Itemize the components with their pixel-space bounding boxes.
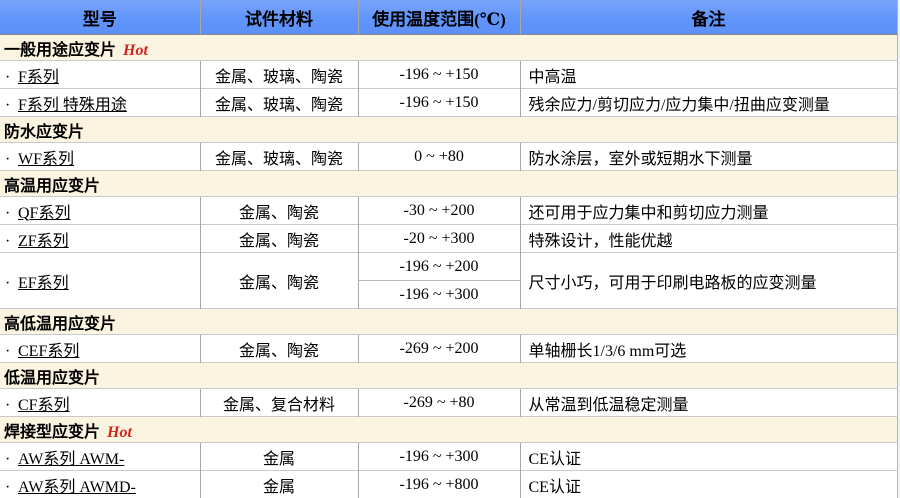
model-cell: ·WF系列 xyxy=(0,143,200,171)
remark-cell: 残余应力/剪切应力/应力集中/扭曲应变测量 xyxy=(520,89,897,117)
section-row-weldable: 焊接型应变片 Hot xyxy=(0,417,897,443)
bullet-dot: · xyxy=(5,97,18,115)
model-cell: ·F系列 特殊用途 xyxy=(0,89,200,117)
material-cell: 金属 xyxy=(200,443,358,471)
remark-cell: 防水涂层，室外或短期水下测量 xyxy=(520,143,897,171)
section-row-high-low-temp: 高低温用应变片 xyxy=(0,309,897,335)
temp-cell: -196 ~ +800 xyxy=(358,471,520,498)
model-link-cf-series[interactable]: CF系列 xyxy=(18,397,70,414)
model-link-qf-series[interactable]: QF系列 xyxy=(18,205,70,222)
remark-cell: 还可用于应力集中和剪切应力测量 xyxy=(520,197,897,225)
model-link-f-series-special[interactable]: F系列 特殊用途 xyxy=(18,97,127,114)
temp-cell: -30 ~ +200 xyxy=(358,197,520,225)
bullet-dot: · xyxy=(5,275,18,293)
material-cell: 金属、玻璃、陶瓷 xyxy=(200,61,358,89)
model-link-aw-series-awm[interactable]: AW系列 AWM- xyxy=(18,451,124,468)
remark-cell: 单轴栅长1/3/6 mm可选 xyxy=(520,335,897,363)
col-header-material: 试件材料 xyxy=(200,0,358,35)
temp-cell: -196 ~ +300 xyxy=(358,281,520,309)
table-row: ·EF系列 金属、陶瓷 -196 ~ +200 尺寸小巧，可用于印刷电路板的应变… xyxy=(0,253,897,281)
model-link-wf-series[interactable]: WF系列 xyxy=(18,151,74,168)
section-label: 低温用应变片 xyxy=(4,370,100,387)
model-cell: ·QF系列 xyxy=(0,197,200,225)
temp-cell: -196 ~ +150 xyxy=(358,61,520,89)
table-row: ·AW系列 AWM- 金属 -196 ~ +300 CE认证 xyxy=(0,443,897,471)
bullet-dot: · xyxy=(5,233,18,251)
section-label: 防水应变片 xyxy=(4,124,84,141)
material-cell: 金属、陶瓷 xyxy=(200,197,358,225)
model-cell: ·EF系列 xyxy=(0,253,200,309)
material-cell: 金属、陶瓷 xyxy=(200,253,358,309)
model-link-ef-series[interactable]: EF系列 xyxy=(18,275,69,292)
model-cell: ·AW系列 AWMD- xyxy=(0,471,200,498)
hot-badge: Hot xyxy=(107,424,132,441)
material-cell: 金属、玻璃、陶瓷 xyxy=(200,143,358,171)
section-row-high-temp: 高温用应变片 xyxy=(0,171,897,197)
section-label: 高低温用应变片 xyxy=(4,316,116,333)
model-cell: ·AW系列 AWM- xyxy=(0,443,200,471)
section-row-general-purpose: 一般用途应变片 Hot xyxy=(0,35,897,61)
model-cell: ·CF系列 xyxy=(0,389,200,417)
model-cell: ·ZF系列 xyxy=(0,225,200,253)
table-row: ·AW系列 AWMD- 金属 -196 ~ +800 CE认证 xyxy=(0,471,897,498)
material-cell: 金属、玻璃、陶瓷 xyxy=(200,89,358,117)
material-cell: 金属、陶瓷 xyxy=(200,335,358,363)
temp-cell: -196 ~ +300 xyxy=(358,443,520,471)
model-cell: ·CEF系列 xyxy=(0,335,200,363)
remark-cell: CE认证 xyxy=(520,443,897,471)
temp-cell: -196 ~ +150 xyxy=(358,89,520,117)
table-row: ·ZF系列 金属、陶瓷 -20 ~ +300 特殊设计，性能优越 xyxy=(0,225,897,253)
bullet-dot: · xyxy=(5,343,18,361)
table-row: ·F系列 金属、玻璃、陶瓷 -196 ~ +150 中高温 xyxy=(0,61,897,89)
bullet-dot: · xyxy=(5,69,18,87)
temp-cell: -20 ~ +300 xyxy=(358,225,520,253)
model-link-f-series[interactable]: F系列 xyxy=(18,69,59,86)
section-label: 焊接型应变片 xyxy=(4,424,100,441)
section-row-waterproof: 防水应变片 xyxy=(0,117,897,143)
section-label: 高温用应变片 xyxy=(4,178,100,195)
temp-cell: 0 ~ +80 xyxy=(358,143,520,171)
remark-cell: 中高温 xyxy=(520,61,897,89)
table-row: ·WF系列 金属、玻璃、陶瓷 0 ~ +80 防水涂层，室外或短期水下测量 xyxy=(0,143,897,171)
remark-cell: CE认证 xyxy=(520,471,897,498)
material-cell: 金属、陶瓷 xyxy=(200,225,358,253)
material-cell: 金属 xyxy=(200,471,358,498)
section-row-low-temp: 低温用应变片 xyxy=(0,363,897,389)
model-link-zf-series[interactable]: ZF系列 xyxy=(18,233,69,250)
model-cell: ·F系列 xyxy=(0,61,200,89)
bullet-dot: · xyxy=(5,397,18,415)
remark-cell: 尺寸小巧，可用于印刷电路板的应变测量 xyxy=(520,253,897,309)
bullet-dot: · xyxy=(5,451,18,469)
col-header-temp-range: 使用温度范围(℃) xyxy=(358,0,520,35)
remark-cell: 从常温到低温稳定测量 xyxy=(520,389,897,417)
bullet-dot: · xyxy=(5,205,18,223)
col-header-model: 型号 xyxy=(0,0,200,35)
model-link-aw-series-awmd[interactable]: AW系列 AWMD- xyxy=(18,479,136,496)
table-row: ·CEF系列 金属、陶瓷 -269 ~ +200 单轴栅长1/3/6 mm可选 xyxy=(0,335,897,363)
temp-cell: -269 ~ +80 xyxy=(358,389,520,417)
model-link-cef-series[interactable]: CEF系列 xyxy=(18,343,79,360)
table-row: ·QF系列 金属、陶瓷 -30 ~ +200 还可用于应力集中和剪切应力测量 xyxy=(0,197,897,225)
table-row: ·F系列 特殊用途 金属、玻璃、陶瓷 -196 ~ +150 残余应力/剪切应力… xyxy=(0,89,897,117)
hot-badge: Hot xyxy=(123,42,148,59)
section-label: 一般用途应变片 xyxy=(4,42,116,59)
remark-cell: 特殊设计，性能优越 xyxy=(520,225,897,253)
bullet-dot: · xyxy=(5,151,18,169)
temp-cell: -196 ~ +200 xyxy=(358,253,520,281)
material-cell: 金属、复合材料 xyxy=(200,389,358,417)
header-row: 型号 试件材料 使用温度范围(℃) 备注 xyxy=(0,0,897,35)
col-header-remarks: 备注 xyxy=(520,0,897,35)
table-row: ·CF系列 金属、复合材料 -269 ~ +80 从常温到低温稳定测量 xyxy=(0,389,897,417)
temp-cell: -269 ~ +200 xyxy=(358,335,520,363)
